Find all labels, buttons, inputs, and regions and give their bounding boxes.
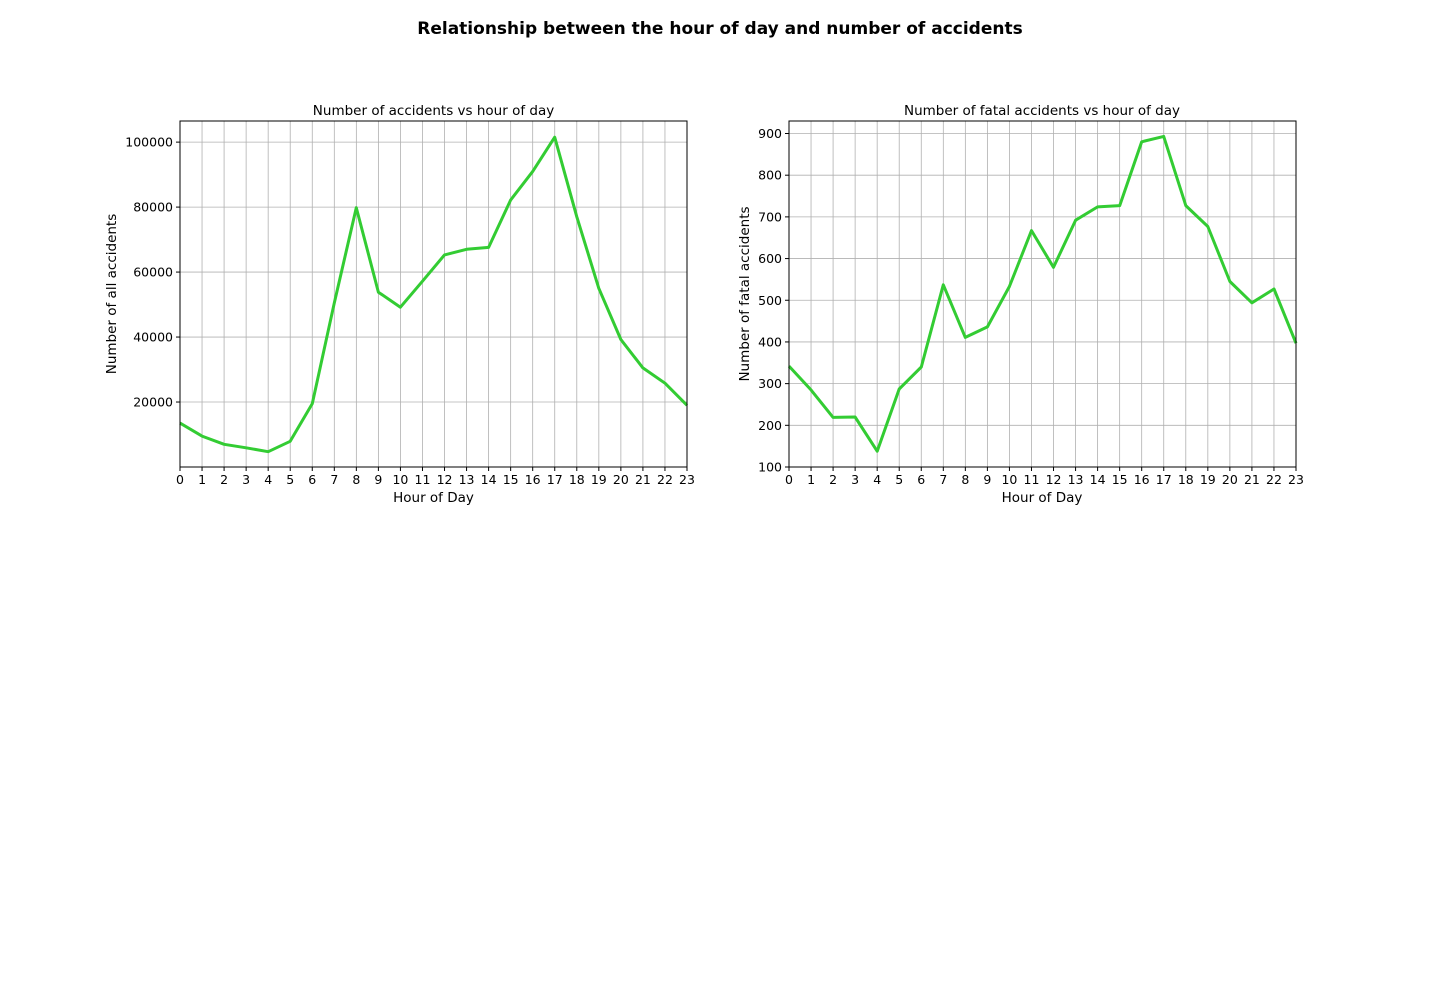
fatal-x-tick-label: 3 <box>851 472 859 487</box>
accidents-x-tick-label: 6 <box>308 472 316 487</box>
fatal-y-tick-label: 500 <box>758 293 782 308</box>
accidents-x-tick-label: 12 <box>437 472 453 487</box>
fatal-accidents-axes: Number of fatal accidents vs hour of day… <box>737 103 1304 506</box>
accidents-x-tick-label: 9 <box>374 472 382 487</box>
fatal-x-tick-label: 7 <box>939 472 947 487</box>
accidents-x-tick-label: 22 <box>657 472 673 487</box>
fatal-y-tick-label: 900 <box>758 126 782 141</box>
accidents-axes: Number of accidents vs hour of day Hour … <box>104 103 695 506</box>
accidents-series-line <box>179 135 689 454</box>
accidents-x-tick-label: 0 <box>176 472 184 487</box>
fatal-x-tick-label: 21 <box>1244 472 1260 487</box>
accidents-x-axis-label: Hour of Day <box>393 490 474 506</box>
fatal-x-tick-label: 11 <box>1024 472 1040 487</box>
accidents-chart-title: Number of accidents vs hour of day <box>313 103 554 119</box>
fatal-x-tick-label: 18 <box>1178 472 1194 487</box>
accidents-x-tick-label: 19 <box>591 472 607 487</box>
fatal-y-axis-label: Number of fatal accidents <box>737 206 753 381</box>
fatal-y-tick-label: 400 <box>758 334 782 349</box>
fatal-x-tick-label: 14 <box>1090 472 1106 487</box>
accidents-plot-frame <box>179 120 688 468</box>
fatal-x-tick-label: 0 <box>785 472 793 487</box>
fatal-x-tick-label: 5 <box>895 472 903 487</box>
fatal-plot-frame <box>788 120 1297 468</box>
accidents-x-tick-label: 5 <box>286 472 294 487</box>
accidents-x-tick-label: 11 <box>415 472 431 487</box>
accidents-x-tick-label: 8 <box>352 472 360 487</box>
accidents-x-tick-label: 21 <box>635 472 651 487</box>
fatal-x-tick-label: 8 <box>961 472 969 487</box>
accidents-x-tick-label: 17 <box>547 472 563 487</box>
accidents-x-tick-label: 23 <box>679 472 695 487</box>
accidents-y-tick-label: 20000 <box>133 395 173 410</box>
accidents-x-tick-label: 10 <box>392 472 408 487</box>
accidents-x-tick-label: 13 <box>459 472 475 487</box>
fatal-x-tick-label: 17 <box>1156 472 1172 487</box>
fatal-y-tick-label: 800 <box>758 168 782 183</box>
accidents-x-tick-label: 2 <box>220 472 228 487</box>
fatal-y-tick-label: 300 <box>758 376 782 391</box>
fatal-x-tick-label: 6 <box>917 472 925 487</box>
fatal-x-tick-label: 10 <box>1001 472 1017 487</box>
fatal-x-tick-label: 23 <box>1288 472 1304 487</box>
fatal-y-tick-label: 600 <box>758 251 782 266</box>
accidents-x-tick-label: 7 <box>330 472 338 487</box>
figure-title: Relationship between the hour of day and… <box>417 19 1022 39</box>
accidents-y-tick-label: 80000 <box>133 200 173 215</box>
fatal-x-tick-label: 1 <box>807 472 815 487</box>
accidents-y-tick-label: 40000 <box>133 330 173 345</box>
accidents-x-tick-label: 18 <box>569 472 585 487</box>
accidents-y-tick-label: 100000 <box>125 135 173 150</box>
accidents-x-tick-label: 20 <box>613 472 629 487</box>
fatal-x-tick-label: 15 <box>1112 472 1128 487</box>
fatal-x-tick-label: 19 <box>1200 472 1216 487</box>
fatal-x-tick-label: 2 <box>829 472 837 487</box>
fatal-x-tick-label: 12 <box>1046 472 1062 487</box>
fatal-x-tick-label: 4 <box>873 472 881 487</box>
fatal-x-tick-label: 16 <box>1134 472 1150 487</box>
fatal-series-line <box>787 134 1298 453</box>
fatal-y-tick-label: 200 <box>758 418 782 433</box>
fatal-y-tick-label: 100 <box>758 460 782 475</box>
fatal-x-axis-label: Hour of Day <box>1002 490 1083 506</box>
accidents-x-tick-label: 14 <box>481 472 497 487</box>
fatal-x-tick-label: 13 <box>1068 472 1084 487</box>
accidents-x-tick-label: 15 <box>503 472 519 487</box>
fatal-chart-title: Number of fatal accidents vs hour of day <box>904 103 1180 119</box>
accidents-x-tick-label: 3 <box>242 472 250 487</box>
fatal-x-tick-label: 22 <box>1266 472 1282 487</box>
fatal-x-tick-label: 20 <box>1222 472 1238 487</box>
accidents-x-tick-label: 4 <box>264 472 272 487</box>
accidents-y-tick-label: 60000 <box>133 265 173 280</box>
fatal-y-tick-label: 700 <box>758 209 782 224</box>
accidents-x-tick-label: 1 <box>198 472 206 487</box>
accidents-y-axis-label: Number of all accidents <box>104 214 120 375</box>
fatal-x-tick-label: 9 <box>983 472 991 487</box>
accidents-x-tick-label: 16 <box>525 472 541 487</box>
